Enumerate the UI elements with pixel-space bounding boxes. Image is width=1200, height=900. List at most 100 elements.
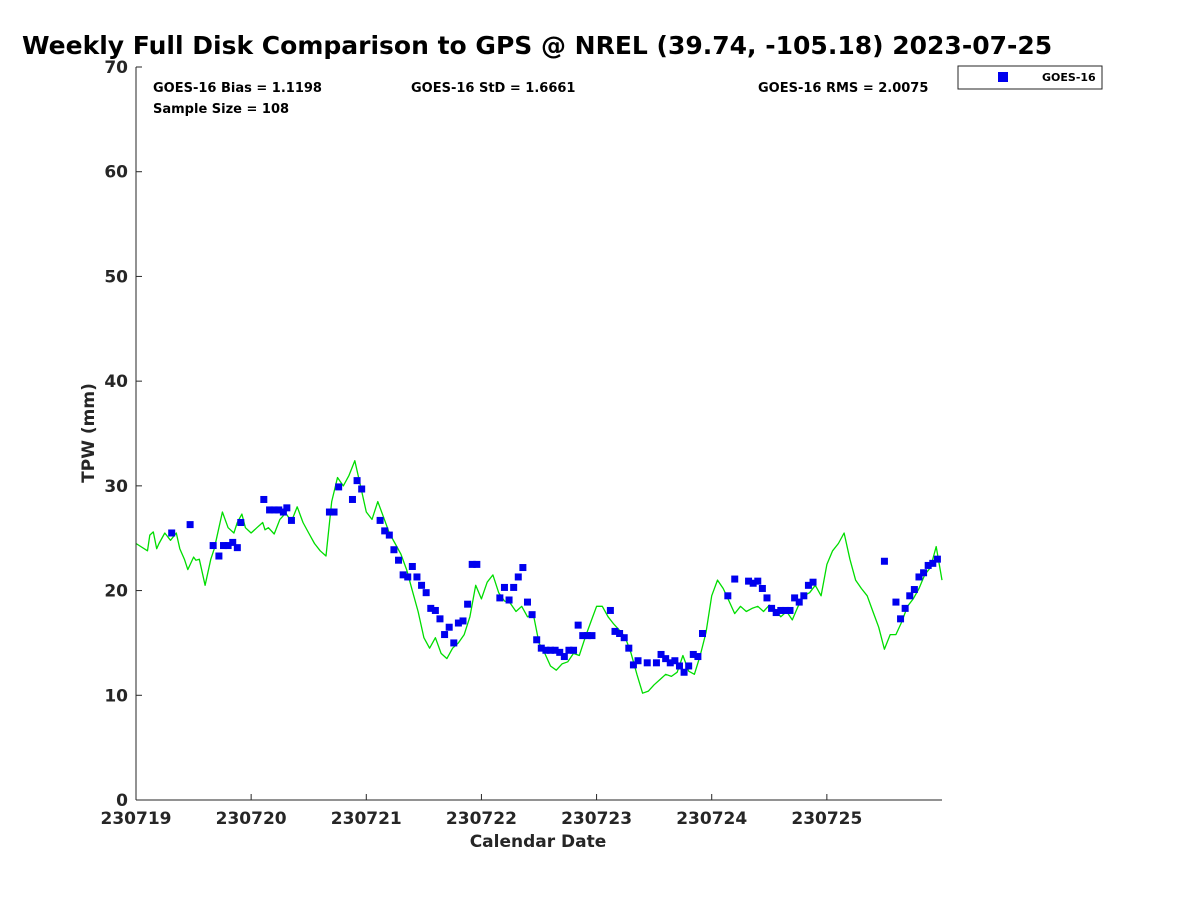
goes-point: [431, 606, 439, 614]
goes-point: [418, 581, 426, 589]
legend-box: [957, 65, 1103, 90]
y-tick-label: 60: [104, 163, 128, 183]
goes-point: [237, 519, 245, 527]
plot-area: [136, 67, 942, 800]
goes-point: [385, 531, 393, 539]
goes-point: [209, 542, 217, 550]
x-tick-label: 230724: [676, 809, 747, 829]
goes-point: [565, 646, 573, 654]
stat-std: GOES-16 StD = 1.6661: [411, 81, 575, 96]
goes-point: [233, 544, 241, 552]
goes-point: [275, 506, 283, 514]
goes-point: [915, 573, 923, 581]
y-axis-label: TPW (mm): [79, 383, 99, 483]
goes-point: [924, 561, 932, 569]
goes-point: [786, 606, 794, 614]
goes-point: [588, 632, 596, 640]
goes-point: [933, 555, 941, 563]
goes-series: [168, 477, 941, 676]
x-tick-label: 230720: [216, 809, 287, 829]
x-axis-label: Calendar Date: [470, 832, 607, 852]
y-tick-label: 0: [116, 791, 128, 811]
goes-point: [473, 560, 481, 568]
y-tick-label: 70: [104, 58, 128, 78]
goes-point: [441, 631, 449, 639]
goes-point: [381, 527, 389, 535]
goes-point: [768, 604, 776, 612]
y-tick-label: 30: [104, 477, 128, 497]
goes-point: [390, 546, 398, 554]
goes-point: [215, 552, 223, 560]
goes-point: [519, 564, 527, 572]
goes-point: [629, 661, 637, 669]
goes-point: [270, 506, 278, 514]
goes-point: [616, 630, 624, 638]
legend: GOES-16: [957, 65, 1103, 90]
goes-point: [671, 657, 679, 665]
legend-marker-goes: [998, 72, 1008, 82]
goes-point: [901, 604, 909, 612]
goes-point: [408, 562, 416, 570]
y-tick-label: 10: [104, 686, 128, 706]
goes-point: [496, 594, 504, 602]
goes-point: [427, 604, 435, 612]
goes-point: [547, 646, 555, 654]
goes-point: [763, 594, 771, 602]
goes-point: [929, 559, 937, 567]
goes-point: [348, 495, 356, 503]
goes-point: [634, 657, 642, 665]
stat-bias: GOES-16 Bias = 1.1198: [153, 81, 322, 96]
x-tick-label: 230722: [446, 809, 517, 829]
goes-point: [551, 646, 559, 654]
goes-point: [399, 571, 407, 579]
goes-point: [330, 508, 338, 516]
x-tick-label: 230719: [101, 809, 172, 829]
goes-point: [542, 646, 550, 654]
goes-point: [754, 577, 762, 585]
goes-point: [413, 573, 421, 581]
y-tick-label: 20: [104, 582, 128, 602]
goes-point: [459, 617, 467, 625]
stat-rms: GOES-16 RMS = 2.0075: [758, 81, 928, 96]
goes-point: [436, 615, 444, 623]
goes-point: [906, 592, 914, 600]
goes-point: [574, 621, 582, 629]
chart-title: Weekly Full Disk Comparison to GPS @ NRE…: [22, 31, 1052, 60]
goes-point: [395, 556, 403, 564]
goes-point: [880, 557, 888, 565]
x-tick-label: 230723: [561, 809, 632, 829]
goes-point: [809, 578, 817, 586]
x-tick-label: 230725: [791, 809, 862, 829]
goes-point: [749, 579, 757, 587]
goes-point: [168, 529, 176, 537]
goes-point: [680, 668, 688, 676]
goes-point: [404, 573, 412, 581]
goes-point: [260, 495, 268, 503]
y-tick-label: 50: [104, 267, 128, 287]
goes-point: [689, 650, 697, 658]
goes-point: [791, 594, 799, 602]
goes-point: [897, 615, 905, 623]
goes-point: [804, 581, 812, 589]
goes-point: [454, 619, 462, 627]
goes-point: [514, 573, 522, 581]
goes-point: [505, 596, 513, 604]
goes-point: [325, 508, 333, 516]
goes-point: [523, 598, 531, 606]
stat-sample-size: Sample Size = 108: [153, 102, 289, 117]
goes-point: [283, 504, 291, 512]
legend-label-goes: GOES-16: [1042, 71, 1096, 84]
goes-point: [220, 542, 228, 550]
goes-point: [353, 477, 361, 485]
goes-point: [186, 521, 194, 529]
goes-point: [279, 508, 287, 516]
goes-point: [606, 606, 614, 614]
goes-point: [560, 653, 568, 661]
goes-point: [450, 639, 458, 647]
goes-point: [731, 575, 739, 583]
x-tick-label: 230721: [331, 809, 402, 829]
goes-point: [724, 592, 732, 600]
goes-point: [625, 644, 633, 652]
goes-point: [358, 485, 366, 493]
